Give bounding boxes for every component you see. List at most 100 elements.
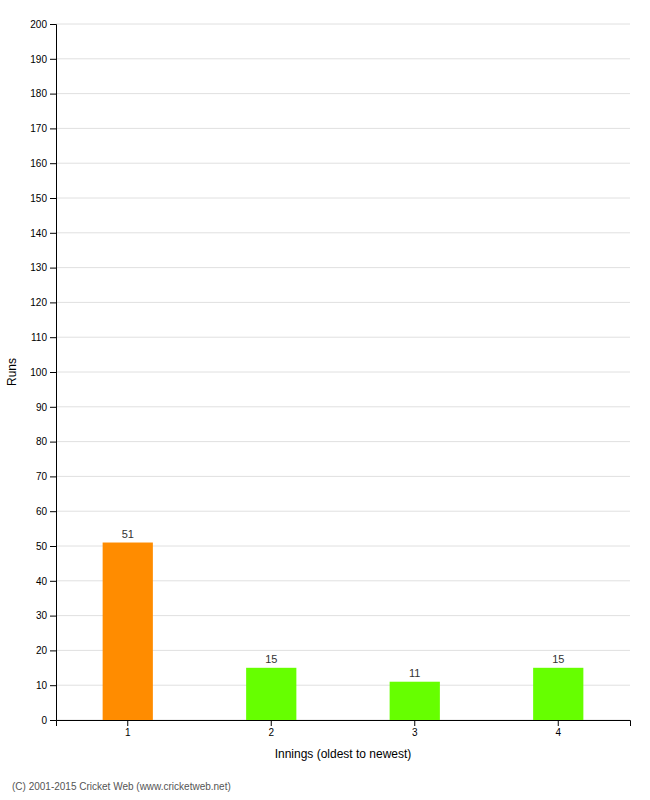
data-label: 11: [409, 667, 420, 679]
y-tick: 170: [30, 123, 56, 134]
bars: [103, 543, 584, 720]
grid-line: [56, 302, 630, 303]
y-tick-label: 200: [30, 19, 47, 30]
y-tick-mark: [50, 372, 56, 373]
y-tick-mark: [50, 233, 56, 234]
y-tick-mark: [50, 511, 56, 512]
x-axis: 1 2 3 4: [57, 720, 631, 738]
chart: 0 10 20 30 40 50 60 70 80 90 100 110 120 130 140 150 160…: [0, 0, 650, 800]
y-tick-label: 90: [36, 402, 48, 413]
data-label: 15: [265, 653, 277, 665]
y-tick-label: 50: [36, 541, 48, 552]
y-tick-label: 150: [30, 193, 47, 204]
bar: [246, 668, 296, 720]
y-tick-label: 70: [36, 471, 48, 482]
grid-line: [56, 93, 630, 94]
y-tick-mark: [50, 337, 56, 338]
y-axis: 0 10 20 30 40 50 60 70 80 90 100 110 120 130 140 150 160…: [30, 19, 56, 726]
grid-line: [56, 128, 630, 129]
grid-line: [56, 267, 630, 268]
y-tick: 120: [30, 297, 56, 308]
x-tick: 2: [268, 720, 274, 738]
x-axis-line: [57, 721, 631, 727]
y-tick: 90: [36, 402, 56, 413]
y-tick-mark: [50, 163, 56, 164]
y-tick: 30: [36, 610, 56, 621]
y-tick: 160: [30, 158, 56, 169]
x-tick-mark: [127, 720, 128, 726]
y-tick-mark: [50, 685, 56, 686]
data-label: 51: [122, 528, 134, 540]
y-tick-mark: [50, 546, 56, 547]
y-tick: 10: [36, 680, 56, 691]
x-axis-title: Innings (oldest to newest): [275, 747, 412, 761]
grid-line: [56, 232, 630, 233]
y-tick-mark: [50, 24, 56, 25]
y-tick-mark: [50, 407, 56, 408]
y-tick-label: 60: [36, 506, 48, 517]
y-tick-label: 0: [41, 715, 47, 726]
bar: [103, 543, 153, 720]
y-tick-mark: [50, 198, 56, 199]
y-tick: 110: [31, 332, 56, 343]
grid-line: [56, 337, 630, 338]
y-tick-label: 100: [30, 367, 47, 378]
y-tick-mark: [50, 268, 56, 269]
y-tick: 200: [30, 19, 56, 30]
y-tick-label: 190: [30, 54, 47, 65]
y-tick: 50: [36, 541, 56, 552]
grid-line: [56, 406, 630, 407]
grid-line: [56, 24, 630, 25]
x-tick-label: 3: [412, 727, 418, 738]
y-tick: 140: [30, 228, 56, 239]
y-tick-label: 20: [36, 645, 48, 656]
y-axis-line: [50, 25, 57, 721]
x-tick-label: 1: [125, 727, 131, 738]
y-tick: 80: [36, 436, 56, 447]
bar: [390, 682, 440, 720]
y-tick: 130: [30, 262, 56, 273]
footer: (C) 2001-2015 Cricket Web (www.cricketwe…: [12, 781, 231, 792]
y-tick-mark: [50, 720, 56, 721]
y-tick-mark: [50, 59, 56, 60]
bar: [533, 668, 583, 720]
grid: [56, 24, 630, 720]
y-tick-mark: [50, 94, 56, 95]
y-tick-label: 170: [30, 123, 47, 134]
x-tick-label: 4: [555, 727, 561, 738]
y-axis-title: Runs: [5, 358, 19, 386]
y-tick: 180: [30, 88, 56, 99]
y-tick: 40: [36, 576, 56, 587]
y-tick-mark: [50, 476, 56, 477]
x-tick-mark: [271, 720, 272, 726]
y-tick: 70: [36, 471, 56, 482]
x-tick-mark: [558, 720, 559, 726]
y-tick: 60: [36, 506, 56, 517]
y-tick-label: 80: [36, 436, 48, 447]
data-label: 15: [552, 653, 564, 665]
y-tick-mark: [50, 442, 56, 443]
y-tick-label: 30: [36, 610, 48, 621]
y-tick: 20: [36, 645, 56, 656]
grid-line: [56, 372, 630, 373]
plot: 0 10 20 30 40 50 60 70 80 90 100 110 120 130 140 150 160…: [30, 19, 630, 738]
y-tick-mark: [50, 616, 56, 617]
grid-line: [56, 198, 630, 199]
grid-line: [56, 441, 630, 442]
y-tick-mark: [50, 650, 56, 651]
y-tick: 0: [41, 715, 56, 726]
grid-line: [56, 511, 630, 512]
y-tick-mark: [50, 302, 56, 303]
x-tick: 3: [412, 720, 418, 738]
y-tick-mark: [50, 128, 56, 129]
grid-line: [56, 163, 630, 164]
y-tick-mark: [50, 581, 56, 582]
x-tick: 1: [125, 720, 131, 738]
y-tick: 150: [30, 193, 56, 204]
grid-line: [56, 476, 630, 477]
y-tick-label: 120: [30, 297, 47, 308]
y-tick: 190: [30, 54, 56, 65]
y-tick: 100: [30, 367, 56, 378]
y-tick-label: 180: [30, 88, 47, 99]
y-tick-label: 130: [30, 262, 47, 273]
